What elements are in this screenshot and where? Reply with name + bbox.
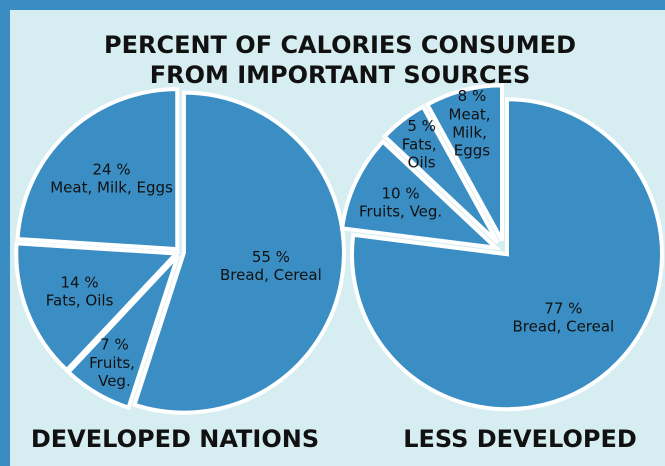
pie-slice [15, 87, 180, 252]
slice-value-label: 5 % [407, 117, 436, 135]
slice-value-label: 55 % [252, 248, 290, 266]
slice-value-label: 77 % [544, 300, 582, 318]
slice-label: Meat, Milk, Eggs [50, 179, 173, 197]
slice-label: Fats, Oils [46, 291, 114, 309]
slice-value-label: 8 % [458, 87, 487, 105]
pie-slice [424, 83, 505, 242]
slice-label: Bread, Cereal [220, 266, 322, 284]
chart-title: PERCENT OF CALORIES CONSUMED [104, 31, 576, 59]
pie-slice [381, 103, 500, 244]
slice-value-label: 7 % [100, 335, 129, 353]
pie-title: LESS DEVELOPED [403, 425, 637, 453]
slice-value-label: 14 % [61, 273, 99, 291]
slice-label: Meat, Milk, Eggs [449, 105, 496, 159]
pie-slice [131, 90, 346, 415]
pie-slice [349, 97, 664, 412]
slice-label: Bread, Cereal [512, 318, 614, 336]
slice-label: Fruits, Veg. [89, 353, 140, 389]
slice-value-label: 10 % [382, 184, 420, 202]
slice-label: Fats, Oils [402, 135, 442, 171]
pie-slice [14, 241, 181, 373]
slice-label: Fruits, Veg. [359, 202, 442, 220]
pie-title: DEVELOPED NATIONS [31, 425, 319, 453]
slice-value-label: 24 % [92, 161, 130, 179]
chart-title: FROM IMPORTANT SOURCES [150, 61, 531, 89]
pie-slice [339, 138, 502, 251]
pie-slice [65, 254, 180, 411]
